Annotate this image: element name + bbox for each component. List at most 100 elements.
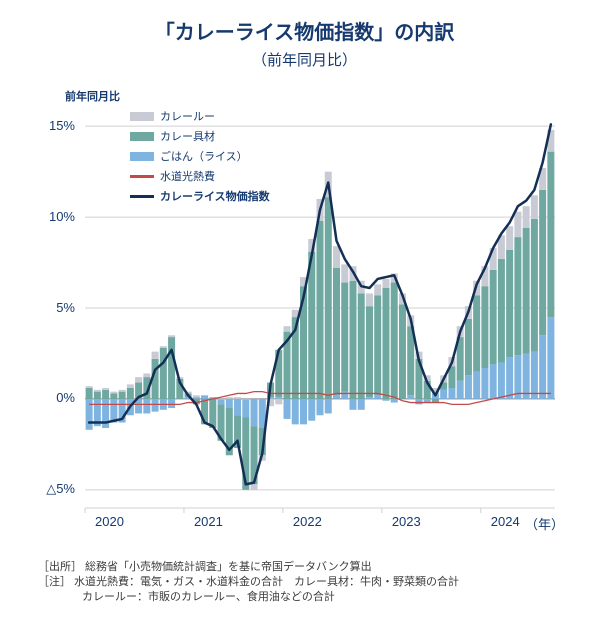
note-line: カレールー：市販のカレールー、食用油などの合計	[38, 590, 589, 605]
bar-ingredients	[94, 392, 101, 399]
bar-roux	[119, 390, 126, 392]
bar-rice	[242, 399, 249, 417]
bar-ingredients	[316, 221, 323, 399]
x-tick-label: 2022	[293, 514, 322, 529]
bar-rice	[374, 395, 381, 399]
bar-rice	[523, 353, 530, 398]
bar-ingredients	[391, 283, 398, 399]
bar-rice	[415, 399, 422, 404]
bar-rice	[506, 357, 513, 399]
bar-rice	[168, 399, 175, 408]
bar-roux	[506, 226, 513, 250]
bar-roux	[523, 206, 530, 228]
bar-ingredients	[523, 228, 530, 353]
x-axis-unit: （年）	[525, 514, 564, 533]
bar-ingredients	[110, 393, 117, 398]
bar-roux	[193, 395, 200, 397]
bar-ingredients	[127, 388, 134, 399]
bar-rice	[143, 399, 150, 414]
chart-container: { "title": "「カレーライス物価指数」の内訳", "subtitle"…	[0, 0, 609, 623]
y-tick-label: 0%	[0, 390, 75, 405]
chart-plot	[0, 0, 609, 623]
bar-roux	[251, 484, 258, 489]
y-tick-label: 5%	[0, 300, 75, 315]
bar-rice	[226, 399, 233, 408]
bar-rice	[325, 399, 332, 414]
bar-ingredients	[498, 259, 505, 363]
bar-rice	[251, 399, 258, 426]
note-line: ［注］ 水道光熱費：電気・ガス・水道料金の合計 カレー具材：牛肉・野菜類の合計	[38, 575, 589, 590]
bar-rice	[292, 399, 299, 424]
bar-roux	[382, 279, 389, 288]
y-tick-label: 15%	[0, 118, 75, 133]
bar-ingredients	[168, 337, 175, 399]
bar-rice	[176, 399, 183, 400]
bar-rice	[333, 395, 340, 399]
y-tick-label: △5%	[0, 481, 75, 497]
bar-roux	[94, 390, 101, 392]
bar-rice	[275, 397, 282, 399]
bar-rice	[498, 363, 505, 399]
bar-ingredients	[465, 319, 472, 375]
bar-roux	[209, 397, 216, 398]
bar-rice	[358, 399, 365, 410]
bar-rice	[193, 397, 200, 399]
bar-ingredients	[547, 152, 554, 317]
bar-roux	[341, 264, 348, 282]
bar-roux	[275, 399, 282, 404]
bar-rice	[86, 399, 93, 430]
bar-roux	[531, 195, 538, 219]
x-tick-label: 2023	[392, 514, 421, 529]
bar-rice	[531, 352, 538, 399]
bar-roux	[333, 246, 340, 268]
bar-ingredients	[358, 293, 365, 398]
bar-ingredients	[325, 197, 332, 399]
bar-ingredients	[506, 250, 513, 357]
bar-rice	[284, 399, 291, 419]
bar-ingredients	[490, 270, 497, 365]
bar-ingredients	[209, 399, 216, 428]
bar-ingredients	[119, 392, 126, 399]
bar-rice	[308, 399, 315, 421]
y-tick-label: 10%	[0, 209, 75, 224]
bar-roux	[514, 212, 521, 237]
note-line: ［出所］ 総務省「小売物価統計調査」を基に帝国データバンク算出	[38, 560, 589, 575]
bar-ingredients	[374, 295, 381, 395]
bar-ingredients	[473, 295, 480, 371]
bar-ingredients	[341, 283, 348, 392]
bar-rice	[391, 399, 398, 403]
bar-ingredients	[481, 286, 488, 368]
x-tick-label: 2021	[194, 514, 223, 529]
bar-rice	[366, 397, 373, 399]
bar-ingredients	[539, 190, 546, 335]
source-notes: ［出所］ 総務省「小売物価統計調査」を基に帝国データバンク算出［注］ 水道光熱費…	[38, 560, 589, 605]
bar-ingredients	[349, 281, 356, 399]
bar-roux	[168, 335, 175, 337]
x-tick-label: 2020	[95, 514, 124, 529]
bar-roux	[284, 326, 291, 331]
bar-roux	[160, 346, 167, 348]
bar-roux	[102, 388, 109, 390]
bar-rice	[514, 355, 521, 399]
bar-rice	[539, 335, 546, 399]
bar-ingredients	[531, 219, 538, 352]
bar-ingredients	[514, 237, 521, 355]
bar-roux	[374, 284, 381, 295]
bar-roux	[152, 352, 159, 359]
bar-ingredients	[399, 304, 406, 399]
bar-rice	[341, 392, 348, 399]
bar-roux	[226, 397, 233, 399]
bar-rice	[547, 317, 554, 399]
bar-rice	[349, 399, 356, 410]
bar-rice	[152, 399, 159, 412]
bar-ingredients	[333, 268, 340, 395]
bar-ingredients	[382, 288, 389, 399]
bar-rice	[457, 381, 464, 399]
bar-rice	[448, 388, 455, 399]
bar-roux	[127, 384, 134, 388]
bar-rice	[473, 372, 480, 399]
bar-ingredients	[366, 306, 373, 397]
bar-rice	[481, 368, 488, 399]
bar-rice	[316, 399, 323, 415]
bar-rice	[465, 375, 472, 399]
